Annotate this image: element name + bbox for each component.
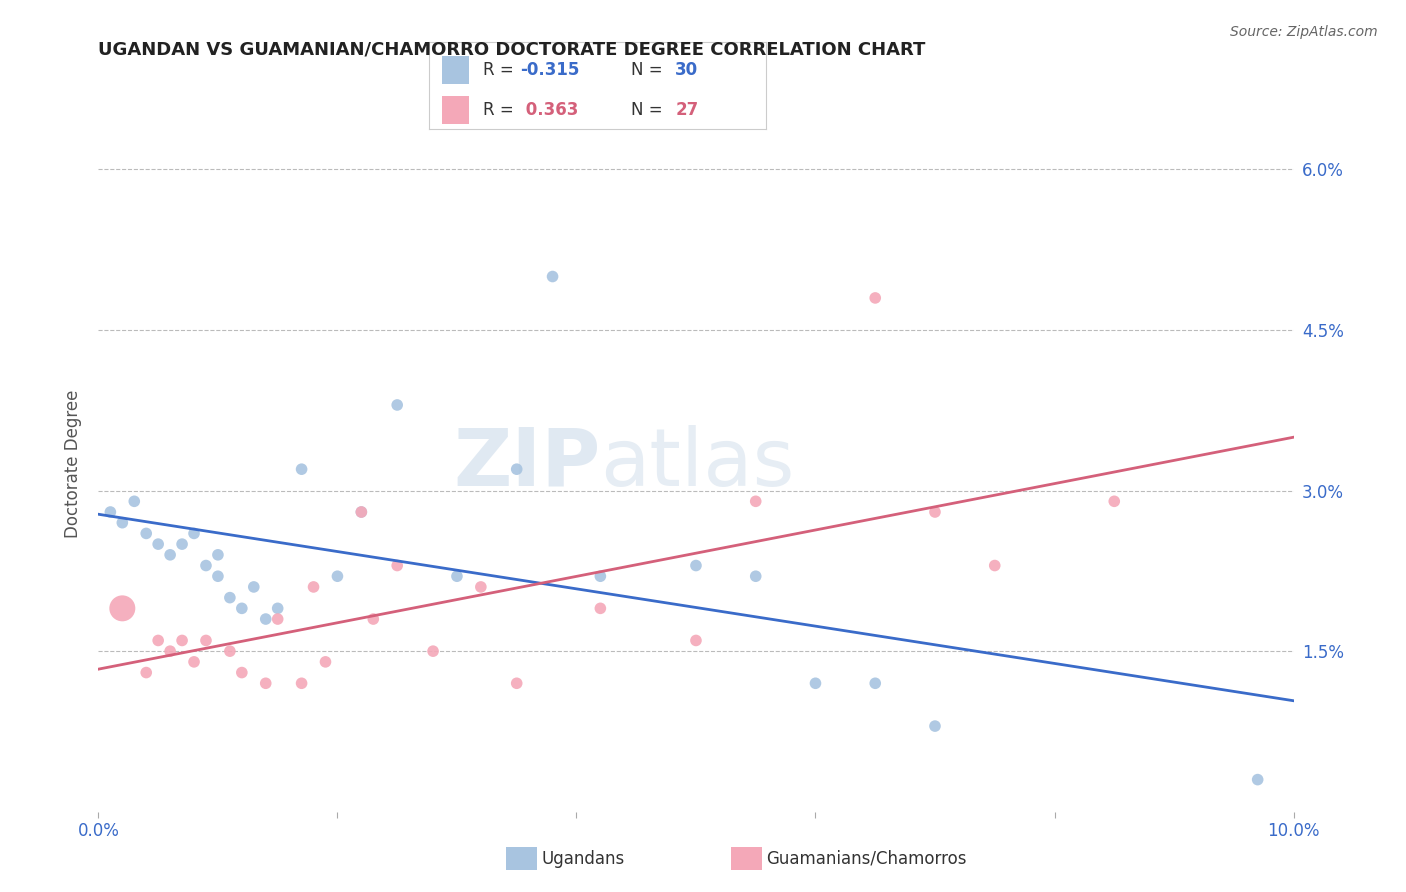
Point [685, 633, 707, 648]
Point [172, 537, 194, 551]
Text: 0.363: 0.363 [520, 101, 578, 120]
Point [745, 494, 768, 508]
Point [135, 526, 157, 541]
Text: Guamanians/Chamorros: Guamanians/Chamorros [766, 850, 967, 868]
Text: UGANDAN VS GUAMANIAN/CHAMORRO DOCTORATE DEGREE CORRELATION CHART: UGANDAN VS GUAMANIAN/CHAMORRO DOCTORATE … [98, 40, 925, 58]
Point [195, 558, 218, 573]
Point [195, 633, 218, 648]
Point [159, 548, 181, 562]
Point [267, 601, 290, 615]
Point [924, 719, 946, 733]
Point [589, 569, 612, 583]
Point [291, 462, 314, 476]
Text: 27: 27 [675, 101, 699, 120]
Point [159, 644, 181, 658]
Point [111, 516, 134, 530]
Point [865, 291, 887, 305]
Text: 30: 30 [675, 61, 699, 78]
Point [219, 591, 242, 605]
Point [183, 526, 205, 541]
Text: R =: R = [482, 101, 519, 120]
Text: Ugandans: Ugandans [541, 850, 624, 868]
Point [207, 548, 229, 562]
Text: ZIP: ZIP [453, 425, 600, 503]
Point [363, 612, 385, 626]
Point [385, 558, 409, 573]
Point [924, 505, 946, 519]
Point [172, 633, 194, 648]
Point [183, 655, 205, 669]
Point [1104, 494, 1126, 508]
Point [231, 665, 253, 680]
Point [315, 655, 337, 669]
Point [111, 601, 134, 615]
Point [207, 569, 229, 583]
Point [219, 644, 242, 658]
Point [254, 612, 277, 626]
Point [100, 505, 122, 519]
Text: atlas: atlas [600, 425, 794, 503]
Point [470, 580, 492, 594]
Y-axis label: Doctorate Degree: Doctorate Degree [65, 390, 83, 538]
Point [254, 676, 277, 690]
Point [446, 569, 468, 583]
Point [291, 676, 314, 690]
Point [865, 676, 887, 690]
Point [685, 558, 707, 573]
Point [231, 601, 253, 615]
Point [243, 580, 266, 594]
Bar [443, 56, 470, 84]
Bar [443, 96, 470, 124]
Text: -0.315: -0.315 [520, 61, 579, 78]
Point [589, 601, 612, 615]
Point [541, 269, 564, 284]
Point [148, 633, 170, 648]
Point [135, 665, 157, 680]
Text: N =: N = [631, 101, 668, 120]
Point [267, 612, 290, 626]
Text: R =: R = [482, 61, 519, 78]
Point [422, 644, 444, 658]
Text: Source: ZipAtlas.com: Source: ZipAtlas.com [1230, 25, 1378, 39]
Point [124, 494, 146, 508]
Point [1247, 772, 1270, 787]
Point [984, 558, 1007, 573]
Point [148, 537, 170, 551]
Point [506, 462, 529, 476]
Point [385, 398, 409, 412]
Point [350, 505, 373, 519]
Point [326, 569, 349, 583]
Point [804, 676, 827, 690]
Point [350, 505, 373, 519]
Point [745, 569, 768, 583]
Point [302, 580, 325, 594]
Text: N =: N = [631, 61, 668, 78]
Point [506, 676, 529, 690]
